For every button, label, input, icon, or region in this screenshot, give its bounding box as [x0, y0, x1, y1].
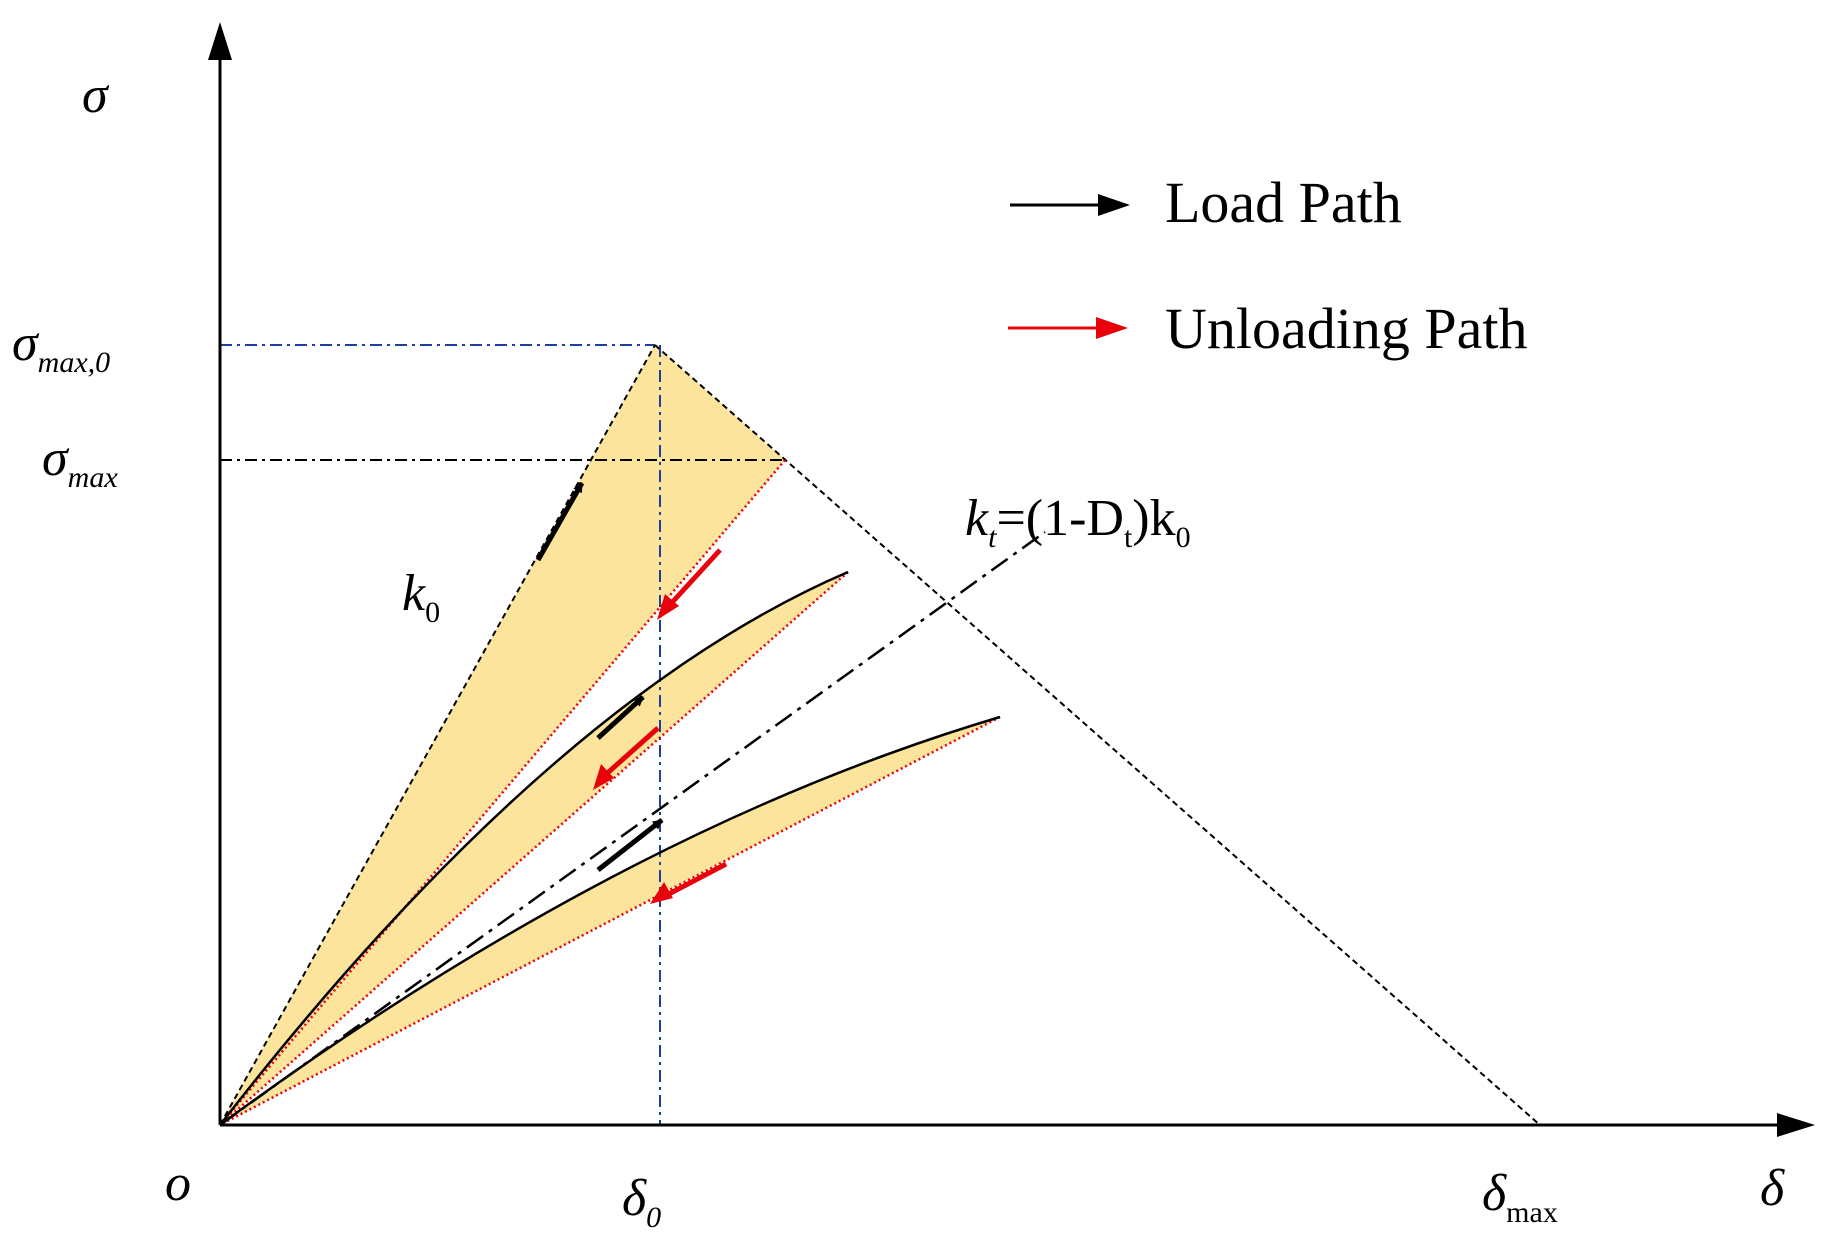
sigma-max0-main: σ: [12, 315, 40, 372]
sigma-max-main: σ: [42, 430, 70, 487]
delta0-main: δ: [622, 1170, 647, 1227]
legend-load-arrowhead: [1098, 194, 1130, 216]
shaded-region-middle: [220, 572, 848, 1125]
kt-eq: =(1-D: [996, 490, 1124, 547]
unload-line-3: [219, 715, 1001, 1127]
kt-tail: )k: [1132, 490, 1175, 547]
reload-curve-2: [219, 715, 1001, 1127]
kt-label: kt=(1-Dt)k0: [965, 490, 1191, 554]
unload-arrowhead-3: [650, 882, 673, 904]
unload-line-1: [219, 459, 786, 1126]
envelope-rising: [219, 344, 656, 1126]
deltamax-label: δmax: [1482, 1165, 1558, 1229]
unload-arrow-2: [601, 726, 660, 779]
delta0-sub: 0: [646, 1201, 661, 1234]
legend-load-label: Load Path: [1165, 170, 1402, 235]
envelope-softening: [654, 344, 1541, 1126]
k0-label: k0: [402, 565, 440, 629]
legend-unload-label: Unloading Path: [1165, 296, 1527, 361]
sigma-max-sub: max: [68, 461, 119, 494]
reload-curve-1: [219, 570, 849, 1126]
load-arrow-2: [596, 695, 645, 740]
x-axis-label: δ: [1760, 1160, 1785, 1217]
kt-eq-sub: t: [1124, 521, 1133, 554]
origin-label: o: [165, 1155, 191, 1212]
delta0-label: δ0: [622, 1170, 661, 1234]
x-axis-arrowhead: [1777, 1113, 1815, 1137]
deltamax-sub: max: [1506, 1196, 1558, 1229]
k0-main: k: [402, 565, 426, 622]
unload-arrowhead-2: [593, 764, 614, 790]
unload-arrow-3: [665, 861, 728, 898]
deltamax-main: δ: [1482, 1165, 1507, 1222]
k0-sub: 0: [425, 596, 440, 629]
sigma-max0-sub: max,0: [38, 346, 110, 379]
sigma-max-label: σmax: [42, 430, 118, 494]
kt-sub: t: [988, 521, 997, 554]
unload-arrowhead-1: [657, 594, 679, 620]
kt-tail-sub: 0: [1176, 521, 1191, 554]
shaded-region-top: [220, 345, 785, 1125]
load-arrow-1: [535, 481, 585, 562]
y-axis-arrowhead: [208, 22, 232, 60]
legend-unload-arrowhead: [1096, 317, 1128, 339]
load-arrow-3: [596, 818, 664, 872]
kt-line: [219, 530, 1046, 1127]
unload-arrow-1: [665, 548, 722, 610]
kt-main: k: [965, 490, 989, 547]
y-axis-label: σ: [82, 67, 110, 124]
sigma-max0-label: σmax,0: [12, 315, 110, 379]
